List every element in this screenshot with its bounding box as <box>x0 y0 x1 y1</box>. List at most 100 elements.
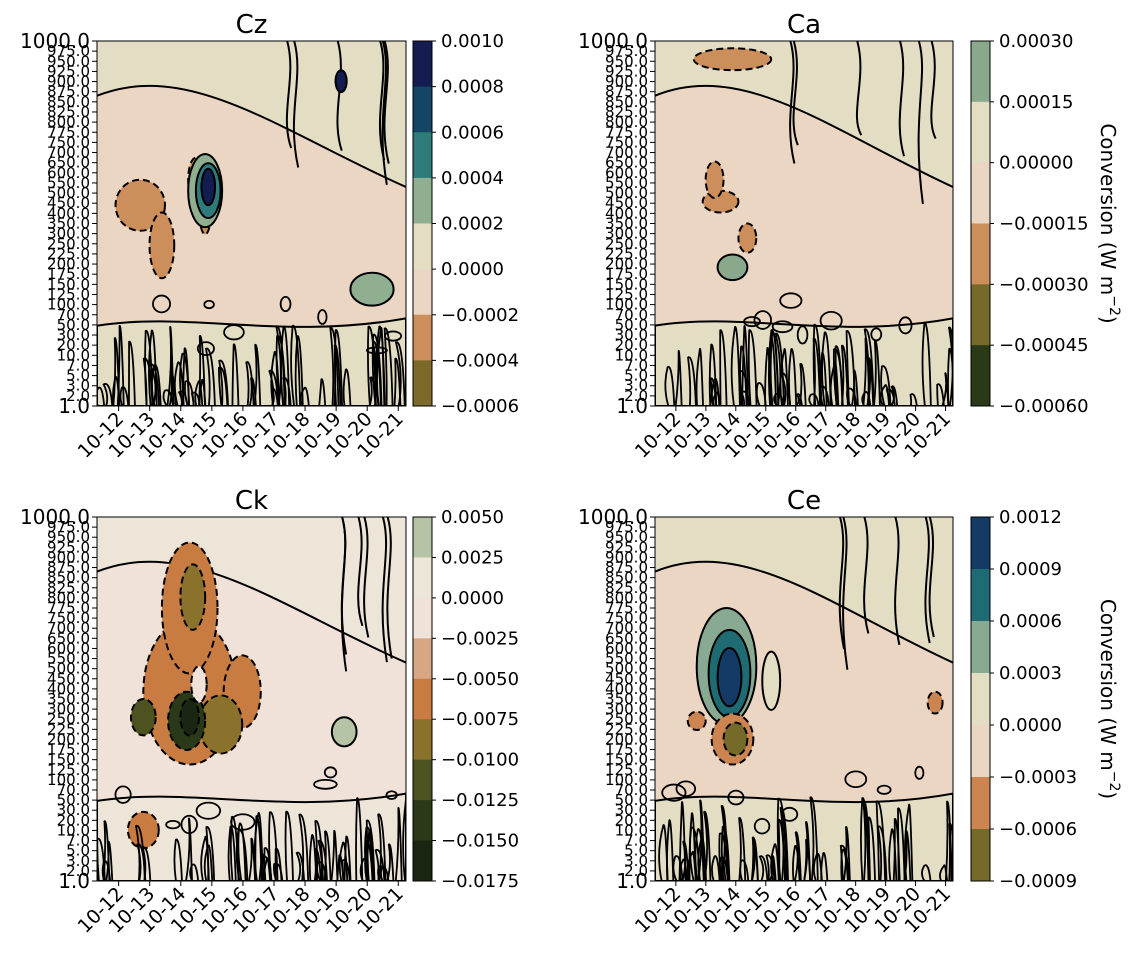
y-tick-label: 30.0 <box>57 801 90 819</box>
y-tick-label: 10.0 <box>57 346 90 364</box>
y-tick-label: 925.0 <box>605 62 648 80</box>
contour-line <box>268 811 279 881</box>
y-tick-label: 450.0 <box>47 194 90 212</box>
y-tick-label: 250.0 <box>47 710 90 728</box>
contour-region <box>692 47 773 72</box>
colorbar-tick-label: −0.0150 <box>441 831 519 852</box>
chart-title: Ck <box>235 486 268 516</box>
contour-line <box>679 858 688 881</box>
contour-line <box>294 335 304 406</box>
contour-line <box>177 390 189 406</box>
panel-ce: Ce1.02.03.05.07.010.020.030.050.070.0100… <box>578 486 1122 938</box>
y-tick-label: 100.0 <box>605 296 648 314</box>
y-tick-label: 125.0 <box>605 761 648 779</box>
contour-line <box>842 826 851 881</box>
contour-line <box>888 828 898 881</box>
y-tick-label: 900.0 <box>605 548 648 566</box>
y-tick-label: 2.0 <box>66 387 90 405</box>
y-tick-label: 350.0 <box>47 690 90 708</box>
y-tick-label: 300.0 <box>47 225 90 243</box>
y-tick-label: 1.0 <box>616 869 648 893</box>
y-tick-label: 750.0 <box>605 609 648 627</box>
plot-area <box>97 517 406 881</box>
contour-line <box>844 770 868 789</box>
contour-region <box>330 716 358 748</box>
y-tick-label: 750.0 <box>605 133 648 151</box>
y-tick-label: 400.0 <box>47 680 90 698</box>
y-tick-label: 850.0 <box>47 93 90 111</box>
contour-line <box>290 324 301 406</box>
contour-region <box>349 271 395 307</box>
plot-area <box>655 517 953 881</box>
contour-line <box>340 517 348 672</box>
y-tick-label: 3.0 <box>66 377 90 395</box>
contour-line <box>330 830 339 881</box>
y-tick-label: 950.0 <box>605 528 648 546</box>
y-tick-label: 850.0 <box>605 569 648 587</box>
contour-line <box>313 848 322 881</box>
y-tick-label: 20.0 <box>615 336 648 354</box>
colorbar-segment <box>413 597 432 639</box>
contour-line <box>928 517 935 638</box>
colorbar-segment <box>413 759 432 801</box>
y-tick-label: 150.0 <box>605 275 648 293</box>
y-tick-label: 700.0 <box>47 144 90 162</box>
colorbar-segment <box>971 41 990 103</box>
colorbar-tick-label: 0.00030 <box>999 31 1073 52</box>
colorbar-segment <box>413 719 432 761</box>
y-tick-label: 300.0 <box>47 700 90 718</box>
colorbar-label: Conversion (W m−2) <box>1096 123 1122 323</box>
y-tick-label: 200.0 <box>605 730 648 748</box>
y-tick-label: 200.0 <box>47 255 90 273</box>
y-tick-label: 450.0 <box>47 670 90 688</box>
y-tick-label: 1000.0 <box>578 29 648 53</box>
colorbar-tick-label: −0.0009 <box>999 871 1077 892</box>
contour-region <box>737 222 758 254</box>
colorbar-segment <box>971 621 990 674</box>
contour-line <box>842 517 849 670</box>
y-tick-label: 225.0 <box>605 245 648 263</box>
colorbar-tick-label: 0.0006 <box>441 122 504 143</box>
contour-line <box>343 835 352 881</box>
y-tick-label: 50.0 <box>57 316 90 334</box>
contour-line <box>708 343 718 406</box>
colorbar-segment <box>971 829 990 882</box>
contour-line <box>371 333 383 406</box>
y-tick-label: 775.0 <box>605 123 648 141</box>
contour-region <box>190 665 208 704</box>
y-tick-label: 7.0 <box>66 356 90 374</box>
contour-region <box>129 698 157 737</box>
contour-line <box>114 785 132 804</box>
y-tick-label: 900.0 <box>47 73 90 91</box>
y-tick-label: 650.0 <box>47 154 90 172</box>
y-tick-label: 450.0 <box>605 670 648 688</box>
contour-line <box>144 330 154 406</box>
colorbar-segment <box>971 101 990 164</box>
y-tick-label: 875.0 <box>47 83 90 101</box>
colorbar-segment <box>971 517 990 570</box>
y-tick-label: 775.0 <box>605 599 648 617</box>
y-tick-label: 70.0 <box>57 781 90 799</box>
contour-line <box>248 837 256 881</box>
contour-line <box>383 327 394 406</box>
contour-line <box>317 309 328 325</box>
y-tick-label: 600.0 <box>47 164 90 182</box>
contour-line <box>789 41 796 164</box>
contour-line <box>384 330 403 342</box>
contour-line <box>718 856 729 881</box>
contour-line <box>380 866 390 881</box>
colorbar-tick-label: −0.00045 <box>999 335 1089 356</box>
y-tick-label: 825.0 <box>47 579 90 597</box>
contour-line <box>936 383 945 406</box>
y-tick-label: 350.0 <box>605 215 648 233</box>
contour-line <box>839 844 850 881</box>
contour-line <box>674 350 683 406</box>
contour-line <box>279 295 292 313</box>
contour-line <box>275 335 287 406</box>
y-tick-label: 700.0 <box>47 619 90 637</box>
y-tick-label: 50.0 <box>615 316 648 334</box>
contour-line <box>876 825 888 881</box>
contour-region <box>148 211 176 280</box>
contour-line <box>97 386 106 406</box>
